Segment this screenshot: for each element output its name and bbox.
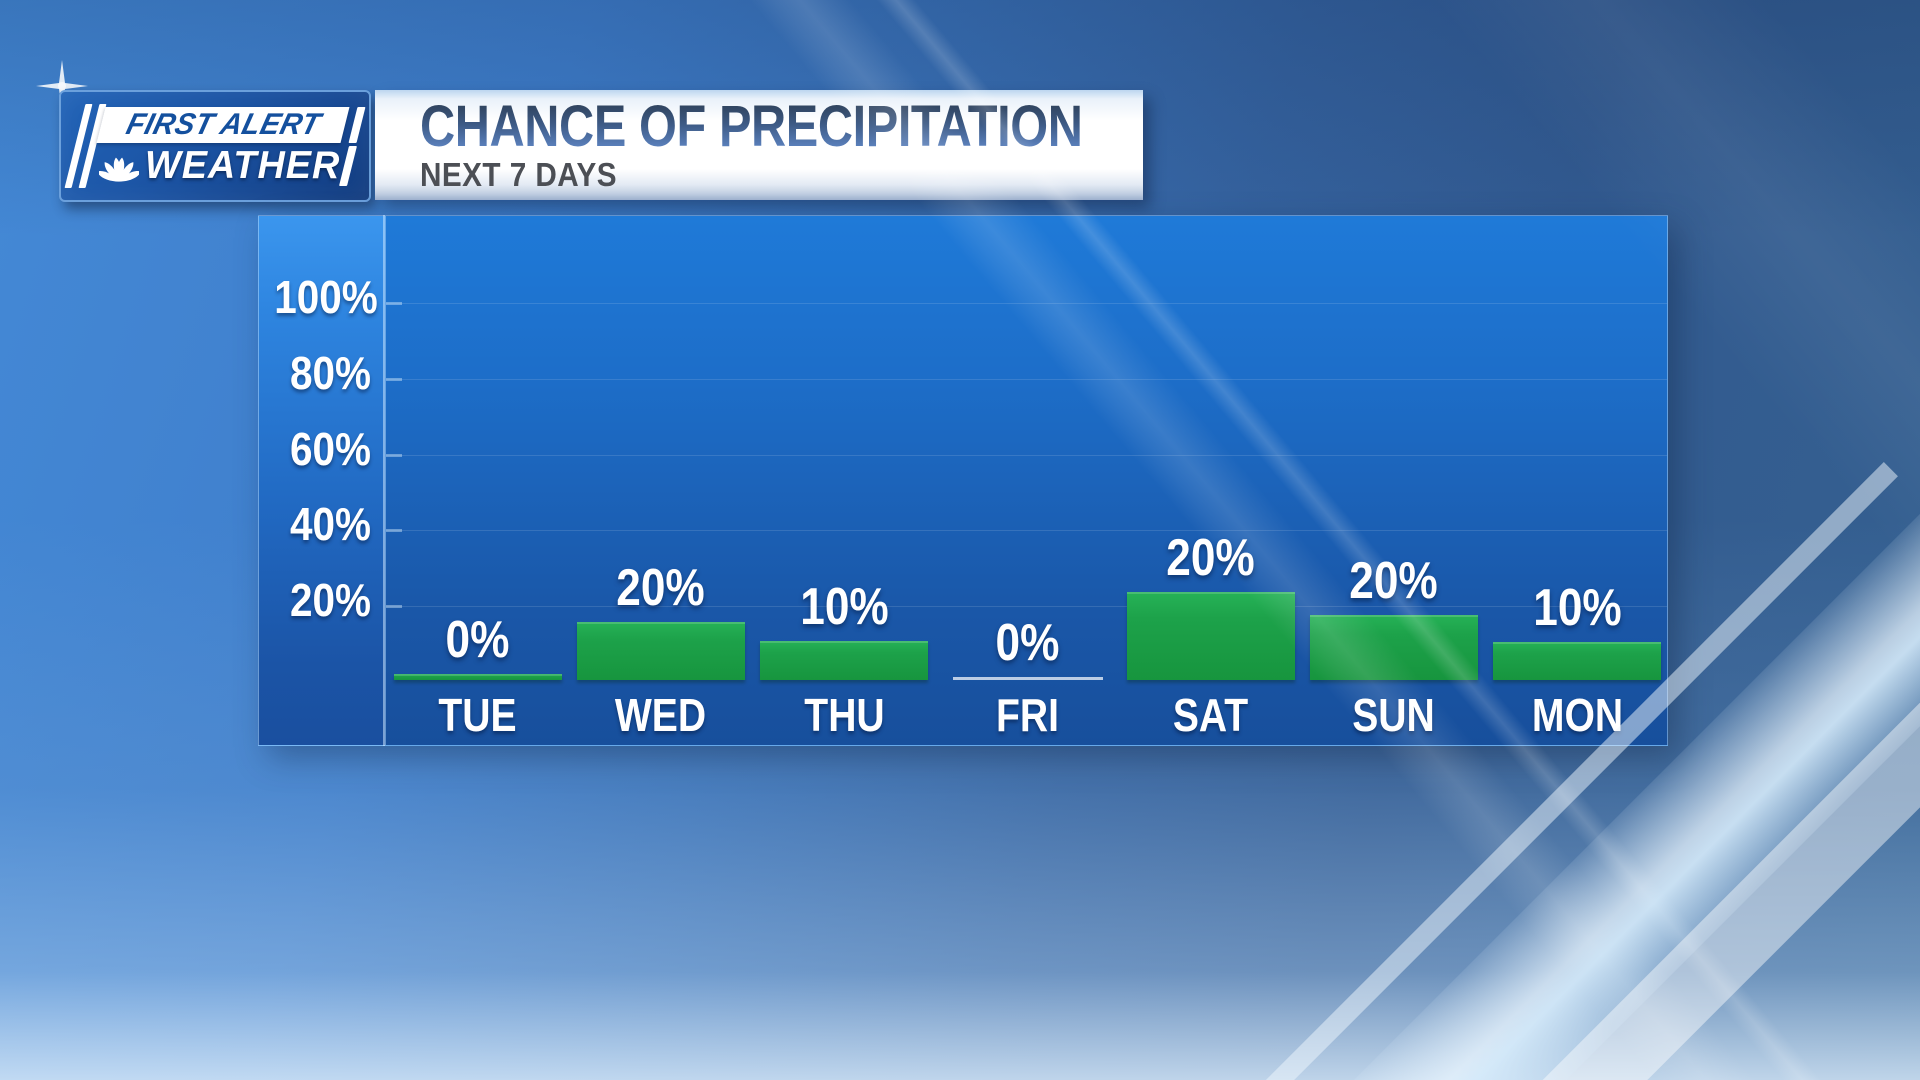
bar-value-SAT: 20% <box>1166 529 1255 587</box>
axis-tick-60 <box>386 453 402 457</box>
header-text-group: CHANCE OF PRECIPITATION NEXT 7 DAYS <box>420 97 1209 193</box>
plot-area: 0% TUE 20% WED 10% THU 0% FRI 20% SAT 20% SUN 10% MON <box>385 215 1668 746</box>
bar-value-MON: 10% <box>1532 579 1622 637</box>
page-subtitle: NEXT 7 DAYS <box>420 156 617 193</box>
gridline-100 <box>386 303 1667 304</box>
gridline-80 <box>386 378 1667 380</box>
day-label-SUN: SUN <box>1352 689 1436 741</box>
bar-value-FRI: 0% <box>995 614 1060 672</box>
gridline-40 <box>386 530 1667 532</box>
bar-TUE <box>393 674 562 680</box>
y-axis-panel: 100% 80% 60% 40% 20% <box>258 215 385 746</box>
day-label-THU: THU <box>803 689 885 741</box>
bar-value-SUN: 20% <box>1349 552 1439 610</box>
y-tick-label-60: 60% <box>289 422 371 475</box>
day-label-TUE: TUE <box>438 689 517 741</box>
nbc-peacock-icon <box>98 157 139 182</box>
y-tick-label-20: 20% <box>289 574 371 627</box>
gridline-60 <box>386 454 1667 456</box>
logo-line1: FIRST ALERT <box>122 108 324 141</box>
axis-tick-20 <box>386 605 402 609</box>
precipitation-chart: 100% 80% 60% 40% 20% 0% TUE 20% WED 10% THU 0% FRI 2… <box>258 215 1670 746</box>
y-axis-divider <box>383 215 385 746</box>
axis-tick-80 <box>386 377 402 381</box>
logo-line2: WEATHER <box>144 144 341 187</box>
zero-baseline-FRI <box>952 677 1103 680</box>
y-tick-label-40: 40% <box>289 498 371 551</box>
day-label-SAT: SAT <box>1172 689 1249 741</box>
sparkle-glint <box>36 60 88 112</box>
bar-THU <box>760 641 929 680</box>
y-tick-label-100: 100% <box>274 271 378 323</box>
y-tick-label-80: 80% <box>289 346 371 399</box>
logo-weather-row: WEATHER <box>95 144 347 188</box>
axis-tick-100 <box>386 302 402 305</box>
day-label-WED: WED <box>615 689 707 741</box>
bar-value-TUE: 0% <box>445 611 510 669</box>
day-label-FRI: FRI <box>995 689 1059 741</box>
bar-SUN <box>1310 615 1479 680</box>
axis-tick-40 <box>386 529 402 533</box>
bar-value-THU: 10% <box>799 578 889 636</box>
bar-value-WED: 20% <box>616 559 706 617</box>
gridline-20 <box>386 606 1667 608</box>
page-title: CHANCE OF PRECIPITATION <box>420 94 1083 159</box>
logo-first-alert-band: FIRST ALERT <box>96 107 350 143</box>
logo-slash-icon <box>348 107 366 143</box>
header-title-bar: CHANCE OF PRECIPITATION NEXT 7 DAYS <box>375 90 1143 200</box>
bar-SAT <box>1126 592 1295 680</box>
bar-MON <box>1493 642 1662 680</box>
day-label-MON: MON <box>1531 689 1623 741</box>
bar-WED <box>576 622 745 680</box>
first-alert-weather-logo: FIRST ALERT WEATHER <box>59 90 371 202</box>
